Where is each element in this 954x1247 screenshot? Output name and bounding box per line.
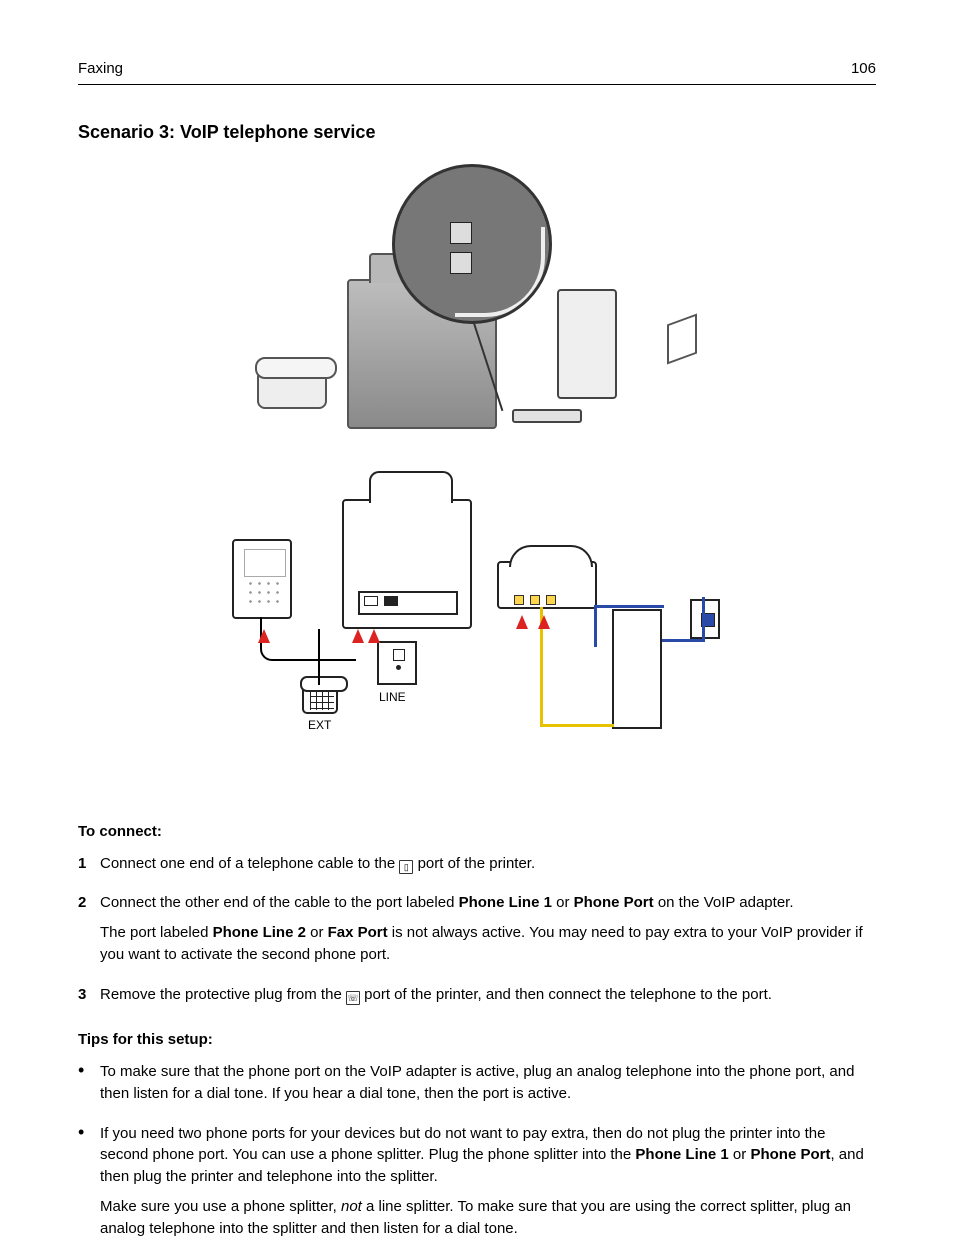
step-item: 3Remove the protective plug from the ☏ p… [78, 984, 876, 1014]
printer-line-device [342, 499, 472, 629]
ext-telephone-device [302, 684, 338, 714]
wall-jack-line [690, 599, 720, 639]
arrow-icon [352, 629, 364, 643]
step-body: Connect the other end of the cable to th… [100, 892, 876, 973]
tips-list: •To make sure that the phone port on the… [78, 1061, 876, 1247]
computer-line-device [612, 609, 662, 729]
zoom-inset [392, 164, 552, 324]
voip-led-icon [514, 595, 524, 605]
step-body: Connect one end of a telephone cable to … [100, 853, 876, 883]
voip-adapter-device [512, 409, 582, 423]
step-number: 2 [78, 892, 100, 973]
telephone-device [257, 369, 327, 409]
answering-machine-device [232, 539, 292, 619]
step-item: 1Connect one end of a telephone cable to… [78, 853, 876, 883]
arrow-icon [516, 615, 528, 629]
page-header: Faxing 106 [78, 58, 876, 85]
tip-body: If you need two phone ports for your dev… [100, 1123, 876, 1247]
header-section: Faxing [78, 58, 123, 80]
step-number: 3 [78, 984, 100, 1014]
arrow-icon [368, 629, 380, 643]
scenario-title: Scenario 3: VoIP telephone service [78, 119, 876, 145]
tips-heading: Tips for this setup: [78, 1029, 876, 1051]
tip-item: •If you need two phone ports for your de… [78, 1123, 876, 1247]
ext-port-icon: ☏ [346, 991, 360, 1005]
computer-tower-device [557, 289, 617, 399]
wall-jack [667, 313, 697, 364]
voip-led-icon [546, 595, 556, 605]
line-port-icon: ▯ [399, 860, 413, 874]
ethernet-cable-blue [594, 607, 597, 647]
diagrams: LINE EXT [78, 163, 876, 793]
to-connect-heading: To connect: [78, 821, 876, 843]
diagram-photo-setup [257, 169, 697, 469]
arrow-icon [258, 629, 270, 643]
zoom-cable [455, 227, 545, 317]
step-body: Remove the protective plug from the ☏ po… [100, 984, 876, 1014]
voip-led-icon [530, 595, 540, 605]
bullet-icon: • [78, 1123, 100, 1247]
bullet-icon: • [78, 1061, 100, 1113]
tip-body: To make sure that the phone port on the … [100, 1061, 876, 1113]
header-page-number: 106 [851, 58, 876, 80]
tip-item: •To make sure that the phone port on the… [78, 1061, 876, 1113]
step-number: 1 [78, 853, 100, 883]
label-line: LINE [379, 689, 406, 706]
arrow-icon [538, 615, 550, 629]
steps-list: 1Connect one end of a telephone cable to… [78, 853, 876, 1014]
step-item: 2Connect the other end of the cable to t… [78, 892, 876, 973]
diagram-line-setup: LINE EXT [232, 499, 722, 769]
label-ext: EXT [308, 717, 331, 734]
line-port-card [377, 641, 417, 685]
